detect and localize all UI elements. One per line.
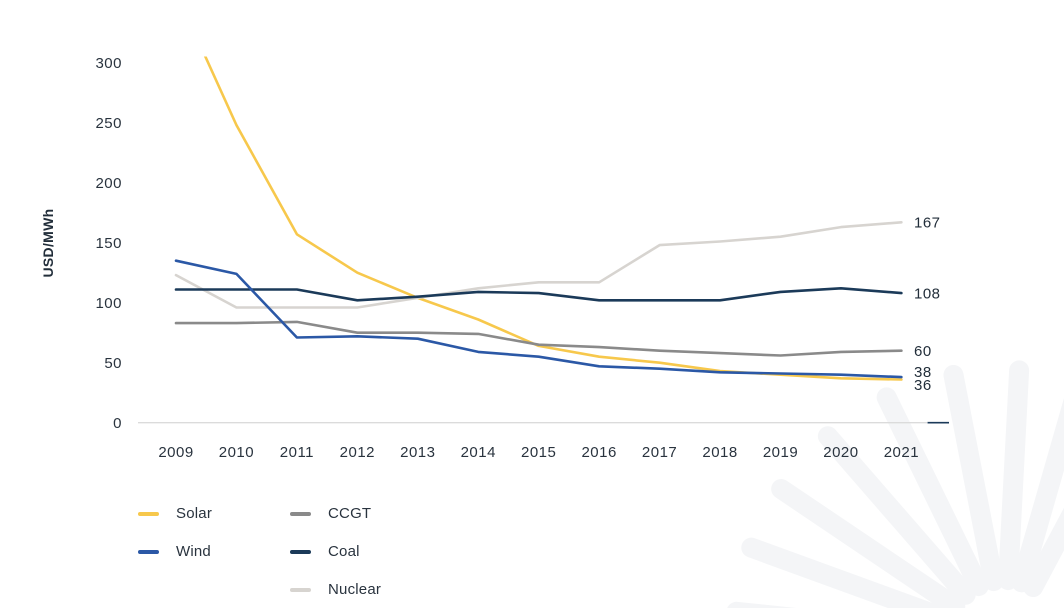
series-lines xyxy=(174,56,903,381)
x-tick-2011: 2011 xyxy=(280,444,314,461)
legend-label-solar: Solar xyxy=(176,505,213,522)
y-tick-150: 150 xyxy=(95,235,122,252)
x-tick-2014: 2014 xyxy=(461,444,496,461)
legend-label-ccgt: CCGT xyxy=(328,505,372,522)
y-axis-ticks: 0 50 100 150 200 250 300 xyxy=(95,55,122,432)
legend-label-coal: Coal xyxy=(328,543,360,560)
x-tick-2013: 2013 xyxy=(400,444,435,461)
x-tick-2019: 2019 xyxy=(763,444,798,461)
series-line-coal xyxy=(174,286,903,302)
y-tick-300: 300 xyxy=(95,55,122,72)
x-tick-2018: 2018 xyxy=(702,444,737,461)
legend-swatch-nuclear xyxy=(290,587,311,592)
y-tick-0: 0 xyxy=(113,415,122,432)
series-line-ccgt xyxy=(174,320,903,357)
end-label-coal: 108 xyxy=(914,285,941,302)
series-line-wind xyxy=(174,259,903,379)
x-tick-2012: 2012 xyxy=(340,444,375,461)
series-line-nuclear xyxy=(174,221,903,309)
legend-item-nuclear: Nuclear xyxy=(290,579,442,600)
legend: Solar Wind CCGT Coal Nuclear xyxy=(138,503,442,608)
y-tick-50: 50 xyxy=(104,355,122,372)
x-tick-2009: 2009 xyxy=(158,444,193,461)
end-label-wind: 38 xyxy=(914,364,932,381)
x-tick-2010: 2010 xyxy=(219,444,254,461)
legend-swatch-ccgt xyxy=(290,511,311,516)
x-tick-2017: 2017 xyxy=(642,444,677,461)
end-label-solar: 36 xyxy=(914,377,932,394)
legend-swatch-coal xyxy=(290,549,311,554)
legend-item-ccgt: CCGT xyxy=(290,503,442,524)
legend-item-coal: Coal xyxy=(290,541,442,562)
legend-swatch-wind xyxy=(138,549,159,554)
y-tick-100: 100 xyxy=(95,295,122,312)
end-label-nuclear: 167 xyxy=(914,215,941,232)
legend-swatch-solar xyxy=(138,511,159,516)
legend-column-2: CCGT Coal Nuclear xyxy=(290,503,442,608)
x-axis-ticks: 2009 2010 2011 2012 2013 2014 2015 2016 2017 2018… xyxy=(158,444,919,461)
legend-item-solar: Solar xyxy=(138,503,290,524)
x-tick-2015: 2015 xyxy=(521,444,556,461)
x-tick-2020: 2020 xyxy=(823,444,858,461)
legend-item-wind: Wind xyxy=(138,541,290,562)
legend-label-wind: Wind xyxy=(176,543,211,560)
y-tick-200: 200 xyxy=(95,175,122,192)
legend-column-1: Solar Wind xyxy=(138,503,290,608)
y-axis-title: USD/MWh xyxy=(40,209,56,278)
legend-label-nuclear: Nuclear xyxy=(328,581,382,598)
x-tick-2021: 2021 xyxy=(884,444,919,461)
end-label-ccgt: 60 xyxy=(914,343,932,360)
x-tick-2016: 2016 xyxy=(581,444,616,461)
y-tick-250: 250 xyxy=(95,115,122,132)
